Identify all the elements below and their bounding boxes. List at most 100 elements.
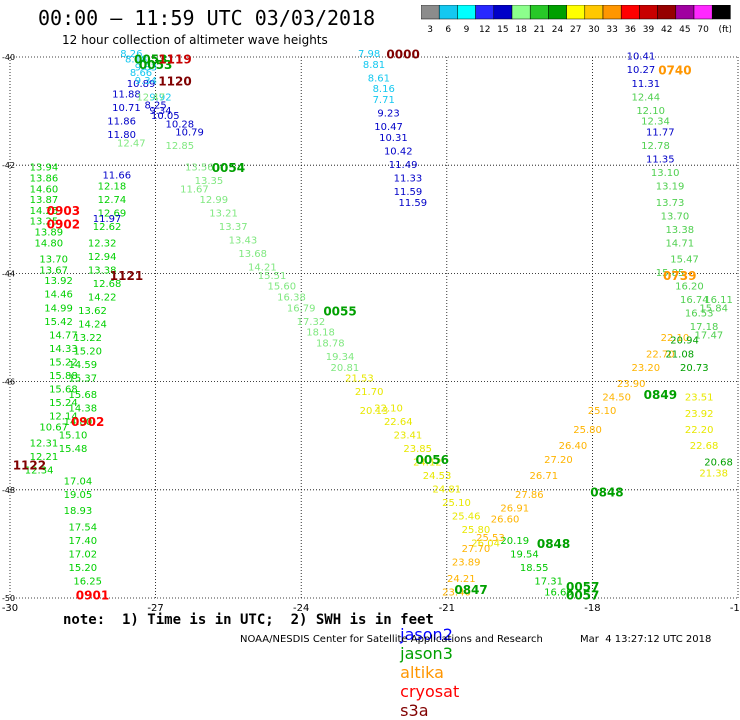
wave-height-point: 17.40: [68, 536, 97, 547]
chart-subtitle: 12 hour collection of altimeter wave hei…: [62, 33, 328, 47]
wave-height-point: 12.68: [93, 279, 122, 290]
wave-height-point: 11.86: [107, 117, 136, 128]
pass-time-label: 0740: [658, 64, 691, 78]
wave-height-point: 22.20: [685, 425, 714, 436]
wave-height-point: 15.48: [59, 444, 88, 455]
wave-height-point: 16.38: [277, 292, 306, 303]
wave-height-point: 16.74: [680, 295, 709, 306]
wave-height-point: 26.71: [530, 471, 559, 482]
wave-height-point: 17.47: [695, 330, 724, 341]
wave-height-point: 25.10: [588, 406, 617, 417]
pass-time-label: 1119: [158, 53, 191, 67]
wave-height-point: 21.70: [355, 387, 384, 398]
pass-time-label: 0054: [212, 161, 245, 175]
colorbar-tick-label: (ft): [719, 25, 731, 35]
wave-height-point: 13.86: [30, 173, 59, 184]
wave-height-point: 12.14: [49, 411, 78, 422]
wave-height-point: 16.53: [685, 309, 714, 320]
wave-height-point: 20.13: [360, 406, 389, 417]
wave-height-point: 13.21: [209, 209, 238, 220]
wave-height-point: 11.31: [631, 79, 660, 90]
chart-title: 00:00 – 11:59 UTC 03/03/2018: [38, 6, 376, 30]
wave-height-point: 13.56: [185, 163, 214, 174]
wave-height-point: 12.32: [88, 238, 117, 249]
wave-height-point: 26.40: [559, 441, 588, 452]
wave-height-point: 22.64: [384, 417, 413, 428]
pass-time-label: 0902: [71, 415, 104, 429]
wave-height-point: 13.73: [656, 198, 685, 209]
x-tick-label: -21: [439, 603, 455, 614]
wave-height-point: 11.77: [646, 127, 675, 138]
legend-cryosat: cryosat: [400, 682, 460, 701]
wave-height-point: 16.11: [704, 295, 733, 306]
wave-height-point: 25.53: [476, 533, 505, 544]
wave-height-point: 23.89: [452, 558, 481, 569]
wave-height-point: 14.59: [68, 360, 97, 371]
wave-height-point: 19.05: [64, 490, 93, 501]
pass-time-label: 0739: [663, 269, 696, 283]
wave-height-point: 24.53: [423, 471, 452, 482]
wave-height-point: 15.68: [68, 390, 97, 401]
wave-height-point: 13.22: [73, 333, 102, 344]
wave-height-point: 12.69: [98, 209, 127, 220]
wave-height-point: 11.35: [646, 154, 675, 165]
wave-height-point: 10.71: [112, 103, 141, 114]
wave-height-point: 12.62: [93, 222, 122, 233]
wave-height-point: 8.81: [363, 60, 385, 71]
wave-height-point: 8.18: [125, 54, 147, 65]
wave-height-point: 15.84: [699, 303, 728, 314]
wave-height-point: 15.85: [656, 268, 685, 279]
wave-height-point: 25.80: [462, 525, 491, 536]
wave-height-point: 20.68: [704, 457, 733, 468]
wave-height-point: 14.25: [30, 206, 59, 217]
colorbar-tick-label: 30: [588, 25, 600, 35]
wave-height-point: 10.42: [384, 146, 413, 157]
wave-height-point: 12.78: [641, 141, 670, 152]
wave-height-point: 19.54: [510, 549, 539, 560]
pass-time-label: 0057: [566, 588, 599, 602]
wave-height-point: 17.04: [64, 476, 93, 487]
legend-jason3: jason3: [400, 644, 453, 663]
colorbar-tick-label: 9: [464, 25, 470, 35]
wave-height-point: 22.10: [374, 403, 403, 414]
wave-height-point: 24.81: [432, 485, 461, 496]
wave-height-point: 15.60: [267, 282, 296, 293]
wave-height-point: 25.46: [452, 512, 481, 523]
wave-height-point: 8.16: [373, 84, 395, 95]
wave-height-point: 19.34: [326, 352, 355, 363]
pass-time-label: 0849: [644, 388, 677, 402]
wave-height-point: 14.24: [78, 320, 107, 331]
wave-height-point: 26.60: [491, 514, 520, 525]
pass-time-label: 0848: [590, 486, 623, 500]
wave-height-point: 12.99: [200, 195, 229, 206]
wave-height-point: 15.42: [44, 317, 73, 328]
pass-time-label: 1122: [13, 458, 46, 472]
wave-height-point: 14.46: [44, 290, 73, 301]
wave-height-point: 15.88: [49, 371, 78, 382]
wave-height-point: 9.34: [135, 76, 157, 87]
wave-height-point: 10.47: [374, 122, 403, 133]
wave-height-point: 13.10: [651, 168, 680, 179]
wave-height-point: 23.51: [685, 393, 714, 404]
pass-time-label: 0902: [47, 218, 80, 232]
colorbar-tick-label: 12: [479, 25, 490, 35]
wave-height-point: 13.38: [88, 265, 117, 276]
wave-height-point: 22.68: [690, 441, 719, 452]
wave-height-point: 22.70: [646, 349, 675, 360]
wave-height-point: 18.18: [306, 328, 335, 339]
wave-height-point: 8.61: [368, 73, 390, 84]
wave-height-point: 27.70: [462, 544, 491, 555]
wave-height-point: 15.37: [68, 374, 97, 385]
wave-height-point: 20.19: [500, 536, 529, 547]
footer-credit: NOAA/NESDIS Center for Satellite Applica…: [240, 634, 543, 645]
wave-height-point: 17.18: [690, 322, 719, 333]
wave-height-point: 15.10: [59, 430, 88, 441]
wave-height-point: 23.85: [403, 444, 432, 455]
wave-height-point: 20.81: [331, 363, 360, 374]
wave-height-point: 14.77: [49, 330, 78, 341]
wave-height-point: 21.53: [345, 374, 374, 385]
wave-height-point: 15.51: [258, 271, 287, 282]
wave-height-point: 11.33: [394, 173, 423, 184]
wave-height-point: 24.12: [413, 457, 442, 468]
wave-height-point: 13.87: [30, 195, 59, 206]
